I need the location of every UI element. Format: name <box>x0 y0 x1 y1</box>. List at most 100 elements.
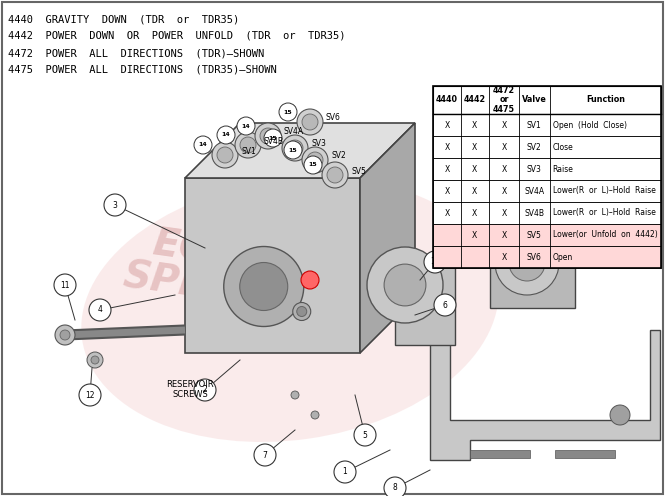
Text: Lower(or  Unfold  on  4442): Lower(or Unfold on 4442) <box>553 231 657 240</box>
Circle shape <box>254 444 276 466</box>
Circle shape <box>91 356 99 364</box>
Text: 15: 15 <box>284 110 293 115</box>
Bar <box>395 255 455 345</box>
Bar <box>470 450 530 458</box>
Bar <box>433 136 661 158</box>
Circle shape <box>301 271 319 289</box>
Text: X: X <box>501 121 507 129</box>
Text: X: X <box>501 231 507 240</box>
Text: X: X <box>472 165 477 174</box>
Circle shape <box>212 142 238 168</box>
Circle shape <box>610 405 630 425</box>
Circle shape <box>304 156 322 174</box>
Text: 3: 3 <box>112 200 118 209</box>
Text: 15: 15 <box>289 147 297 152</box>
Circle shape <box>223 247 304 326</box>
Circle shape <box>235 132 261 158</box>
Text: X: X <box>444 165 450 174</box>
Circle shape <box>284 141 302 159</box>
Circle shape <box>311 411 319 419</box>
Text: SV4B: SV4B <box>524 208 545 218</box>
Text: X: X <box>472 142 477 151</box>
Text: X: X <box>472 186 477 195</box>
Text: 4472
or
4475: 4472 or 4475 <box>493 86 515 114</box>
Bar <box>433 180 661 202</box>
Circle shape <box>279 103 297 121</box>
Text: Close: Close <box>553 142 573 151</box>
Circle shape <box>589 194 611 216</box>
Text: X: X <box>501 142 507 151</box>
Bar <box>433 158 661 180</box>
Circle shape <box>194 136 212 154</box>
Bar <box>433 86 661 268</box>
Circle shape <box>293 303 311 320</box>
Circle shape <box>264 129 282 147</box>
Circle shape <box>89 299 111 321</box>
Text: 14: 14 <box>221 132 230 137</box>
Text: SPECIALISTS: SPECIALISTS <box>120 257 400 333</box>
Circle shape <box>287 140 303 156</box>
Text: 4442  POWER  DOWN  OR  POWER  UNFOLD  (TDR  or  TDR35): 4442 POWER DOWN OR POWER UNFOLD (TDR or … <box>8 31 346 41</box>
Text: 4475  POWER  ALL  DIRECTIONS  (TDR35)–SHOWN: 4475 POWER ALL DIRECTIONS (TDR35)–SHOWN <box>8 65 277 75</box>
Circle shape <box>297 307 307 316</box>
Text: 8: 8 <box>392 484 398 493</box>
Circle shape <box>104 194 126 216</box>
Ellipse shape <box>81 178 499 442</box>
Text: 13: 13 <box>430 257 440 266</box>
Text: SV2: SV2 <box>527 142 542 151</box>
Circle shape <box>291 391 299 399</box>
Circle shape <box>327 167 343 183</box>
Text: 12: 12 <box>85 390 94 399</box>
Text: 4472  POWER  ALL  DIRECTIONS  (TDR)–SHOWN: 4472 POWER ALL DIRECTIONS (TDR)–SHOWN <box>8 48 264 58</box>
Text: Open  (Hold  Close): Open (Hold Close) <box>553 121 626 129</box>
Text: 1: 1 <box>342 468 347 477</box>
Circle shape <box>302 114 318 130</box>
Text: X: X <box>444 121 450 129</box>
Text: Lower(R  or  L)–Hold  Raise: Lower(R or L)–Hold Raise <box>553 208 656 218</box>
Text: 5: 5 <box>362 431 368 439</box>
Text: SV2: SV2 <box>331 151 346 161</box>
Text: X: X <box>444 142 450 151</box>
Text: X: X <box>472 121 477 129</box>
Text: EQUIPMENT: EQUIPMENT <box>150 224 411 298</box>
Text: 14: 14 <box>199 142 207 147</box>
Circle shape <box>79 384 101 406</box>
Text: Function: Function <box>586 96 624 105</box>
Circle shape <box>240 262 288 310</box>
Text: SV6: SV6 <box>527 252 542 261</box>
Text: SV6: SV6 <box>326 114 341 123</box>
Bar <box>433 202 661 224</box>
Text: 7: 7 <box>263 450 267 459</box>
Text: SV3: SV3 <box>311 139 326 148</box>
Text: Open: Open <box>553 252 573 261</box>
Circle shape <box>217 147 233 163</box>
Text: X: X <box>472 208 477 218</box>
Circle shape <box>54 274 76 296</box>
Bar <box>433 246 661 268</box>
Circle shape <box>384 477 406 496</box>
Bar <box>490 218 575 308</box>
Circle shape <box>217 126 235 144</box>
Circle shape <box>434 294 456 316</box>
Circle shape <box>55 325 75 345</box>
Circle shape <box>297 109 323 135</box>
Text: Raise: Raise <box>553 165 573 174</box>
Text: 2: 2 <box>203 385 207 394</box>
Text: X: X <box>472 231 477 240</box>
Text: 6: 6 <box>443 301 448 310</box>
Circle shape <box>334 461 356 483</box>
Bar <box>433 86 661 114</box>
Text: SV4A: SV4A <box>284 127 304 136</box>
Bar <box>555 450 615 458</box>
Circle shape <box>424 251 446 273</box>
Text: SV5: SV5 <box>351 167 366 176</box>
Text: 15: 15 <box>309 163 317 168</box>
Text: X: X <box>444 208 450 218</box>
Text: 14: 14 <box>241 124 251 128</box>
Circle shape <box>282 135 308 161</box>
Text: X: X <box>501 252 507 261</box>
Polygon shape <box>360 123 415 353</box>
Text: INC.: INC. <box>330 331 367 351</box>
Circle shape <box>260 128 276 144</box>
Text: 15: 15 <box>269 135 277 140</box>
